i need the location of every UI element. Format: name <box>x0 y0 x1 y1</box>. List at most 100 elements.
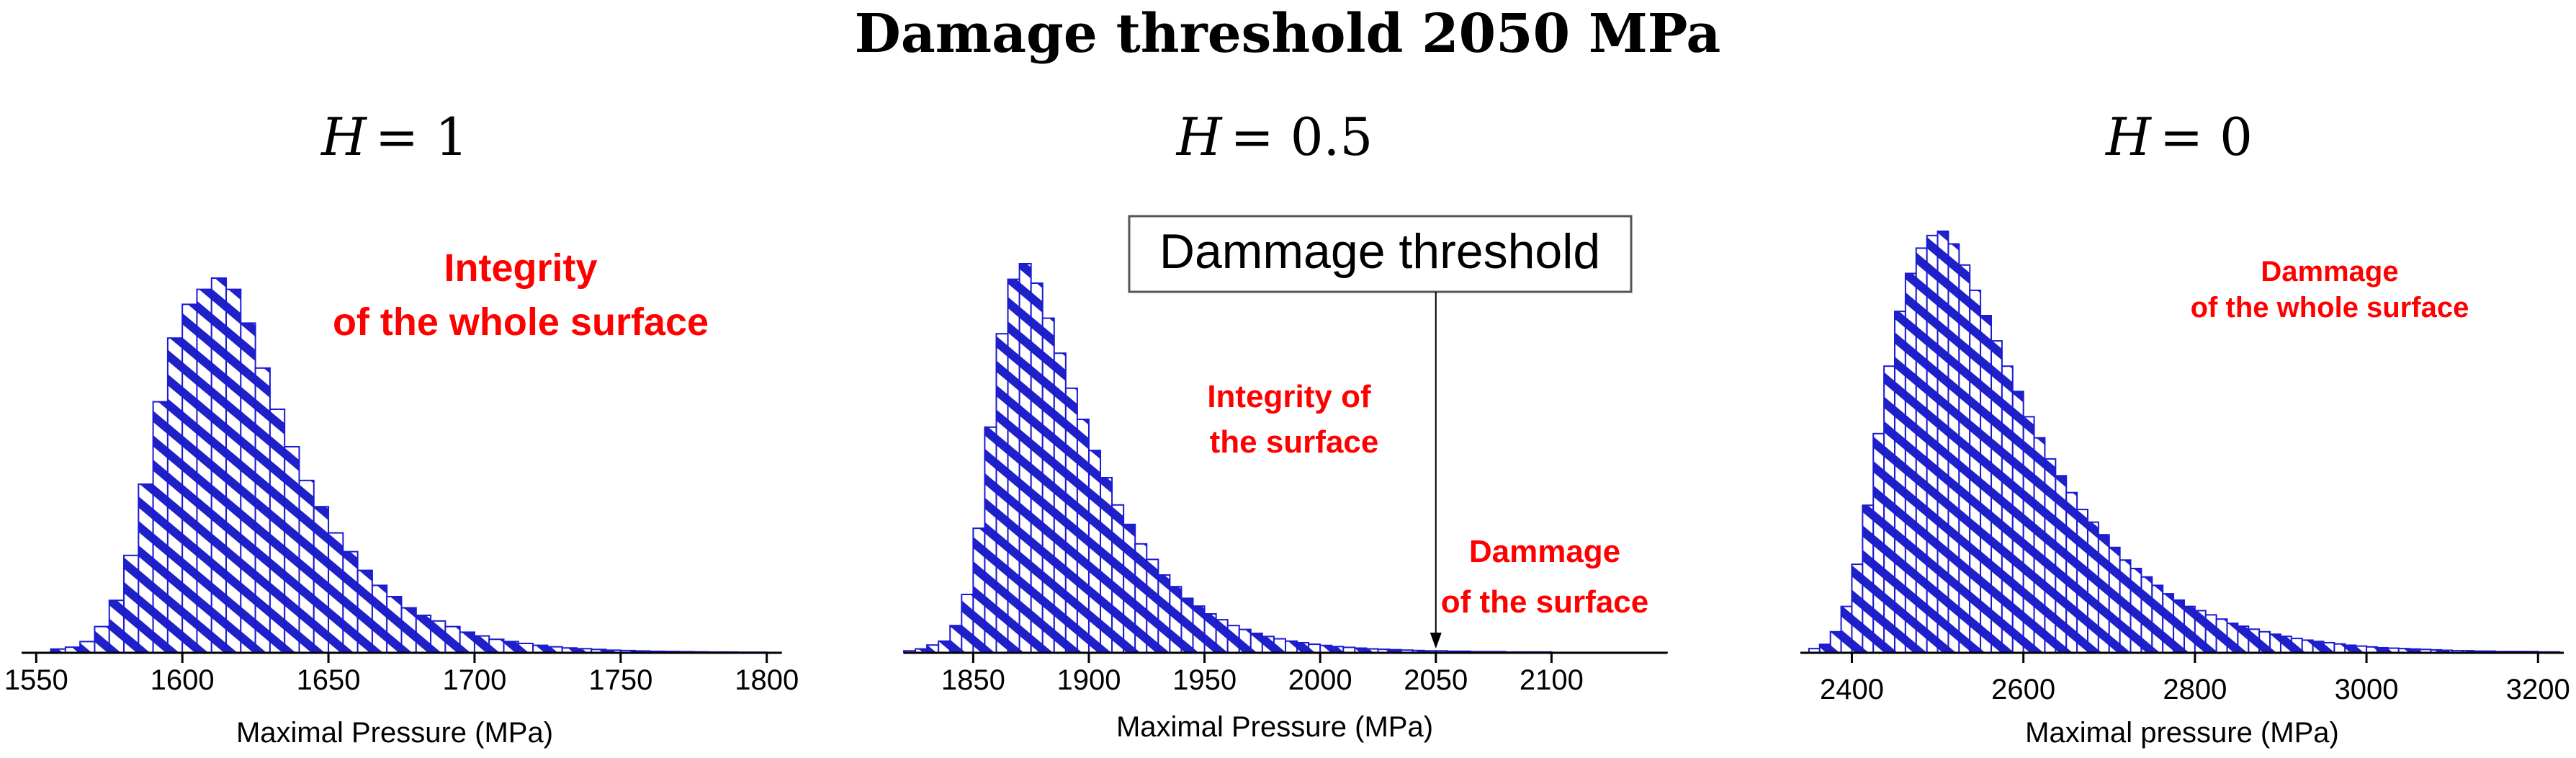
panel-h05-histogram-bar <box>1226 625 1240 654</box>
panel-h05-histogram-bar <box>1203 613 1217 654</box>
figure-title: Damage threshold 2050 MPa <box>855 3 1721 65</box>
panel-h05-subtitle-eq: = 0.5 <box>1231 107 1373 167</box>
panel-h1-xlabel: Maximal Pressure (MPa) <box>236 717 553 749</box>
panel-h1-histogram-bar <box>240 322 256 654</box>
panel-h0-histogram-bar <box>2022 416 2035 654</box>
panel-h05: H = 0.5 1850 1900 1950 2000 2050 2100 Maximal … <box>903 107 1668 743</box>
panel-h0-histogram-bar <box>1872 432 1885 654</box>
panel-h0-histogram-bar <box>1969 289 1982 654</box>
panel-h1-histogram-bar <box>488 638 505 654</box>
panel-h0-histogram-bar <box>1926 234 1939 654</box>
panel-h1-annotation-line1: Integrity <box>444 246 597 290</box>
panel-h1-histogram-bar <box>517 643 534 654</box>
panel-h1-histogram-bar <box>166 337 184 654</box>
panel-h0-histogram-bar <box>1991 340 2003 654</box>
panel-h0-histogram-bar <box>1894 311 1906 654</box>
panel-h05-histogram-bar <box>1169 586 1182 654</box>
panel-h05-subtitle: H = 0.5 <box>1175 107 1373 167</box>
panel-h1-histogram-bar <box>284 446 300 654</box>
panel-h05-histogram-bar <box>984 426 997 654</box>
panel-h05-histogram-bar <box>1076 419 1090 654</box>
panel-h0-histogram-bar <box>2001 365 2014 654</box>
panel-h05-annotation-damage-line1: Dammage <box>1469 534 1620 569</box>
panel-h1-bars <box>50 277 782 654</box>
panel-h0-histogram-bar <box>1862 504 1875 654</box>
panel-h05-histogram-bar <box>1030 282 1044 654</box>
panel-h0-histogram-bar <box>2151 584 2164 654</box>
panel-h1-histogram-bar <box>79 641 96 654</box>
panel-h1-annotation-line2: of the whole surface <box>333 300 709 344</box>
panel-h0-histogram-bar <box>2011 391 2024 654</box>
panel-h0-histogram-bar <box>1937 231 1949 654</box>
panel-h1-histogram-bar <box>108 599 125 654</box>
panel-h1-histogram-bar <box>503 641 519 654</box>
panel-h05-tick-label: 1850 <box>941 664 1005 696</box>
panel-h0-histogram-bar <box>1883 365 1896 654</box>
panel-h0-histogram-bar <box>2065 491 2078 654</box>
panel-h05-histogram-bar <box>1285 640 1298 654</box>
panel-h0-xlabel: Maximal pressure (MPa) <box>2025 717 2339 749</box>
panel-h0-histogram-bar <box>1851 563 1864 654</box>
panel-h1-histogram-bar <box>532 644 549 654</box>
panel-h1-histogram-bar <box>473 635 490 654</box>
panel-h0-histogram-bar <box>2183 605 2196 654</box>
panel-h05-histogram-bar <box>1238 628 1252 654</box>
panel-h0-histogram-bar <box>2162 593 2175 654</box>
panel-h05-xlabel: Maximal Pressure (MPa) <box>1116 711 1433 743</box>
panel-h05-histogram-bar <box>1157 574 1171 654</box>
panel-h0-histogram-bar <box>2312 641 2325 654</box>
panel-h0-histogram-bar <box>2044 458 2057 654</box>
panel-h1-tick-label: 1750 <box>588 664 652 696</box>
panel-h1-histogram-bar <box>210 277 228 654</box>
panel-h0-histogram-bar <box>2076 509 2088 654</box>
panel-h1-histogram-bar <box>371 584 388 654</box>
panel-h05-histogram-bar <box>1146 558 1159 654</box>
panel-h0-histogram-bar <box>2119 559 2132 654</box>
panel-h1-tick-label: 1600 <box>151 664 215 696</box>
panel-h1-histogram-bar <box>400 607 417 654</box>
panel-h0-histogram-bar <box>1840 605 1853 654</box>
panel-h0-histogram-bar <box>2055 475 2068 654</box>
panel-h05-histogram-bar <box>1018 263 1032 654</box>
panel-h1-histogram-bar <box>269 409 286 654</box>
panel-h05-histogram-bar <box>1192 605 1206 654</box>
panel-h05-annotation-integrity-line1: Integrity of <box>1207 379 1371 414</box>
panel-h05-annotation-damage-line2: of the surface <box>1441 584 1649 620</box>
panel-h05-histogram-bar <box>1261 636 1275 654</box>
panel-h1-histogram-bar <box>313 506 330 654</box>
panel-h05-histogram-bar <box>1053 352 1067 654</box>
panel-h05-tick-label: 2000 <box>1288 664 1352 696</box>
panel-h05-histogram-bar <box>1273 638 1286 654</box>
panel-h05-subtitle-var: H <box>1175 107 1223 167</box>
panel-h0-histogram-bar <box>2033 437 2046 654</box>
panel-h0-histogram-bar <box>2237 625 2250 654</box>
panel-h0-histogram-bar <box>1958 264 1971 654</box>
panel-h1-histogram-bar <box>123 554 140 654</box>
panel-h05-histogram-bar <box>1007 278 1020 654</box>
panel-h0-histogram-bar <box>2333 643 2346 654</box>
panel-h05-histogram-bar <box>1064 387 1078 654</box>
panel-h1-histogram-bar <box>196 288 212 654</box>
panel-h0-histogram-bar <box>2279 636 2292 654</box>
panel-h0-tick-label: 3200 <box>2506 674 2570 705</box>
panel-h0-histogram-bar <box>2194 610 2207 654</box>
panel-h05-histogram-bar <box>961 594 974 654</box>
panel-h1-histogram-bar <box>298 479 315 654</box>
panel-h0-histogram-bar <box>1818 643 1831 654</box>
panel-h0-histogram-bar <box>1980 315 1993 654</box>
panel-h1-tick-label: 1550 <box>4 664 68 696</box>
panel-h05-histogram-bar <box>1134 543 1148 654</box>
panel-h05-annotation-integrity-line2: the surface <box>1210 424 1379 460</box>
panel-h05-histogram-bar <box>972 527 986 654</box>
panel-h05-histogram-bar <box>1041 317 1055 654</box>
panel-h0-histogram-bar <box>2215 618 2228 654</box>
threshold-pointer-arrowhead <box>1430 633 1442 648</box>
panel-h0-tick-label: 2600 <box>1991 674 2055 705</box>
panel-h1-histogram-bar <box>328 532 344 654</box>
panel-h05-histogram-bar <box>1087 450 1102 654</box>
panel-h0-histogram-bar <box>1915 247 1928 654</box>
panel-h0-histogram-bar <box>2086 521 2099 654</box>
panel-h1-histogram-bar <box>356 569 373 654</box>
panel-h05-histogram-bar <box>1308 643 1321 654</box>
